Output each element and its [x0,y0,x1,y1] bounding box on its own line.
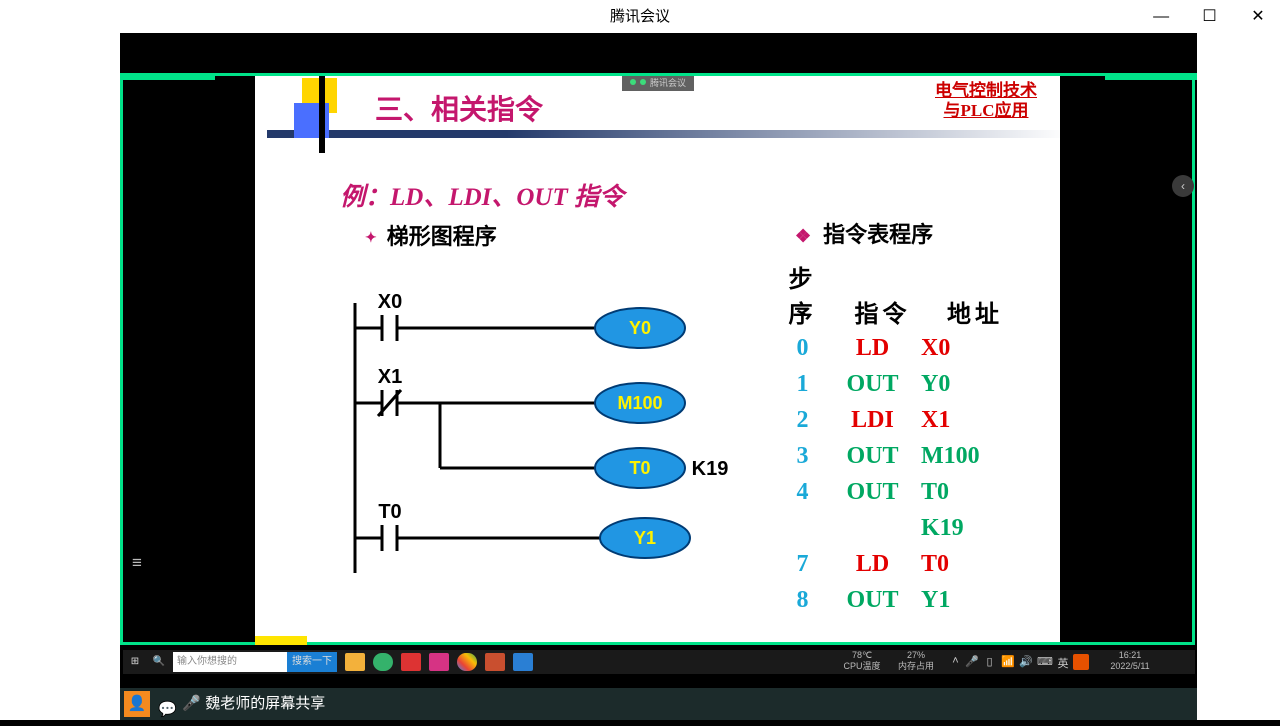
tray-battery-icon[interactable]: ▯ [983,655,996,668]
letterbox-right [1060,80,1192,640]
svg-text:Y0: Y0 [629,318,651,338]
instruction-table: 步序 指令 地址 0LDX0 1OUTY0 2LDIX1 3OUTM100 4OUTT0… [775,259,1015,617]
slide-accent-bar [255,636,307,645]
list-icon[interactable]: ≡ [132,553,154,567]
example-line: 例：LD、LDI、OUT 指令 [340,177,624,213]
svg-text:M100: M100 [617,393,662,413]
maximize-button[interactable]: ☐ [1188,0,1232,33]
tray-volume-icon[interactable]: 🔊 [1019,655,1032,668]
os-window: 腾讯会议 — ☐ ✕ 三、相关指令 电气控制技术 与PLC应用 例：LD、LDI… [0,0,1280,720]
window-title: 腾讯会议 [0,0,1280,33]
meeting-source-pill[interactable]: 腾讯会议 [622,76,694,91]
svg-text:Y1: Y1 [634,528,656,548]
table-row: 8OUTY1 [775,587,1015,617]
taskbar-app-icon[interactable] [401,653,421,671]
tray-mic-icon[interactable]: 🎤 [965,655,978,668]
meeting-status-bar: 👤 💬 🎤 魏老师的屏幕共享 [120,688,1197,720]
course-name: 电气控制技术 与PLC应用 [935,81,1037,120]
search-icon[interactable]: 🔍 [149,652,169,672]
table-row: 7LDT0 [775,551,1015,581]
subtitle-ladder: 梯形图程序 [365,219,497,251]
cpu-temp: 78℃CPU温度 [837,650,887,672]
presentation-slide: 三、相关指令 电气控制技术 与PLC应用 例：LD、LDI、OUT 指令 梯形图… [255,73,1060,645]
table-row: 0LDX0 [775,335,1015,365]
svg-text:T0: T0 [378,501,401,523]
mic-icon[interactable]: 🎤 [182,695,201,712]
svg-text:K19: K19 [692,458,729,480]
table-row: 4OUTT0 [775,479,1015,509]
tray-ime[interactable]: 英 [1055,655,1071,668]
taskbar-app-icon[interactable] [429,653,449,671]
titlebar[interactable]: 腾讯会议 — ☐ ✕ [0,0,1280,33]
table-row: 2LDIX1 [775,407,1015,437]
search-placeholder: 输入你想搜的 [177,656,237,667]
table-row: 3OUTM100 [775,443,1015,473]
taskbar-app-icon[interactable] [513,653,533,671]
start-button-icon[interactable]: ⊞ [125,652,145,672]
table-row: K19 [775,515,1015,545]
minimize-button[interactable]: — [1139,0,1183,33]
tray-app-icon[interactable] [1073,654,1089,670]
shared-taskbar: ⊞ 🔍 e 输入你想搜的 搜索一下 78℃CPU温度 27%内存占用 ˄ 🎤 ▯… [123,650,1195,674]
chat-icon[interactable]: 💬 [158,694,178,714]
presenter-name: 魏老师的屏幕共享 [205,695,325,712]
taskbar-app-icon[interactable] [345,653,365,671]
table-header: 步序 指令 地址 [775,259,1015,329]
mem-usage: 27%内存占用 [891,650,941,672]
svg-text:T0: T0 [629,458,650,478]
slide-title: 三、相关指令 [375,88,543,128]
table-row: 1OUTY0 [775,371,1015,401]
subtitle-table: 指令表程序 [795,217,933,249]
ladder-diagram: X0 Y0 X1 M100 T0 K19 T0 Y1 [350,283,750,593]
close-button[interactable]: ✕ [1236,0,1280,33]
tray-wifi-icon[interactable]: 📶 [1001,655,1014,668]
svg-text:X1: X1 [378,366,402,388]
search-button[interactable]: 搜索一下 [287,652,337,672]
collapse-sidebar-button[interactable]: ‹ [1172,175,1194,197]
svg-text:X0: X0 [378,291,402,313]
tray-clock[interactable]: 16:212022/5/11 [1095,650,1165,672]
tray-input-icon[interactable]: ⌨ [1037,655,1050,668]
taskbar-app-icon[interactable] [373,653,393,671]
taskbar-app-icon[interactable] [457,653,477,671]
taskbar-app-icon[interactable] [485,653,505,671]
slide-logo [277,78,337,138]
presenter-avatar-icon[interactable]: 👤 [124,691,150,717]
tray-up-icon[interactable]: ˄ [949,655,962,668]
